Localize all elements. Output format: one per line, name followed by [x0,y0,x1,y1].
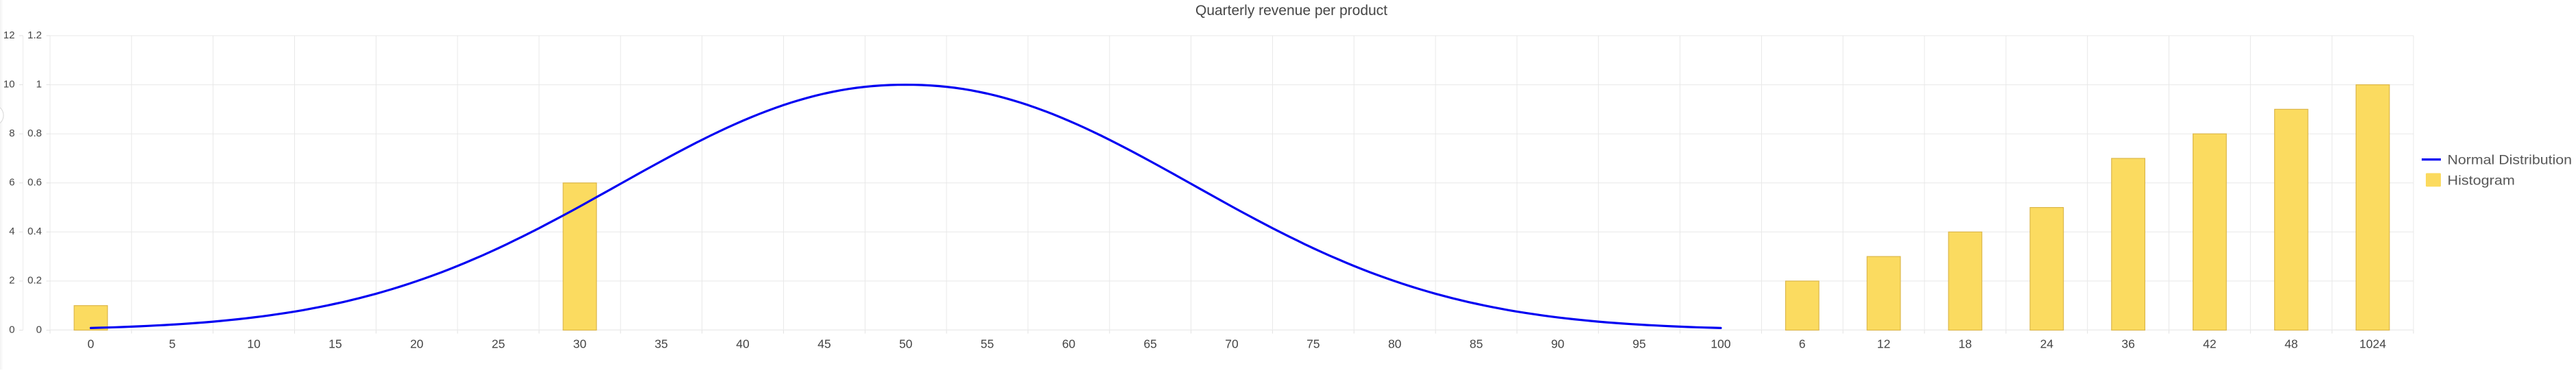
svg-text:30: 30 [573,337,587,351]
svg-text:35: 35 [654,337,667,351]
svg-text:95: 95 [1632,337,1645,351]
svg-text:0.4: 0.4 [27,226,42,237]
svg-text:2: 2 [9,275,14,287]
svg-text:1024: 1024 [2359,337,2386,351]
svg-text:40: 40 [736,337,750,351]
svg-text:65: 65 [1143,337,1156,351]
svg-text:70: 70 [1225,337,1239,351]
svg-text:24: 24 [2040,337,2054,351]
svg-text:4: 4 [9,226,14,237]
svg-text:6: 6 [1799,337,1806,351]
svg-text:50: 50 [899,337,913,351]
svg-text:1: 1 [36,78,42,90]
svg-text:0: 0 [88,337,95,351]
svg-text:48: 48 [2285,337,2298,351]
svg-text:Quarterly revenue per product: Quarterly revenue per product [1195,2,1387,19]
svg-text:45: 45 [818,337,831,351]
svg-text:Histogram: Histogram [2448,173,2515,189]
svg-text:55: 55 [981,337,994,351]
svg-text:15: 15 [329,337,342,351]
svg-text:36: 36 [2121,337,2134,351]
svg-text:0.2: 0.2 [27,275,42,287]
svg-text:90: 90 [1551,337,1565,351]
svg-text:1.2: 1.2 [27,29,42,41]
svg-text:80: 80 [1388,337,1402,351]
svg-text:25: 25 [492,337,505,351]
svg-text:Normal Distribution: Normal Distribution [2448,153,2573,168]
svg-text:0.6: 0.6 [27,177,42,189]
svg-text:5: 5 [169,337,176,351]
svg-text:42: 42 [2203,337,2216,351]
svg-text:6: 6 [9,177,14,189]
svg-text:18: 18 [1959,337,1972,351]
svg-text:0: 0 [36,324,42,335]
svg-text:75: 75 [1307,337,1320,351]
svg-text:8: 8 [9,128,14,139]
svg-text:20: 20 [410,337,424,351]
svg-text:10: 10 [3,78,15,90]
svg-text:100: 100 [1710,337,1730,351]
svg-text:85: 85 [1470,337,1483,351]
svg-text:10: 10 [247,337,261,351]
svg-text:60: 60 [1062,337,1076,351]
svg-text:0.8: 0.8 [27,128,42,139]
svg-text:12: 12 [3,29,15,41]
svg-text:12: 12 [1877,337,1890,351]
svg-text:0: 0 [9,324,14,335]
